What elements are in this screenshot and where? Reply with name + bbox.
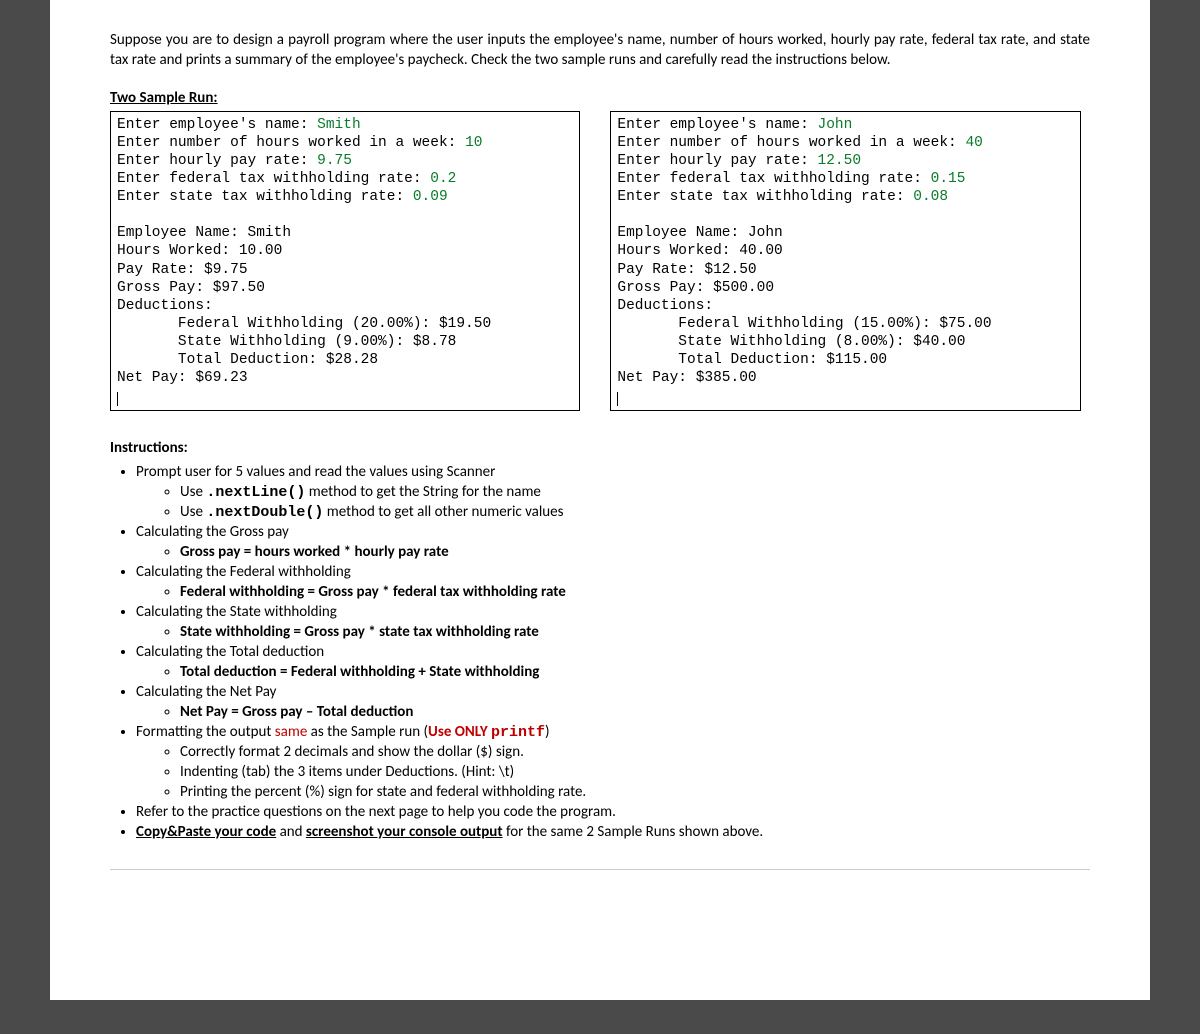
output-line: Total Deduction: $115.00 <box>617 352 887 368</box>
prompt-text: Enter state tax withholding rate: <box>617 189 913 205</box>
user-input: Smith <box>317 117 361 133</box>
document-page: Suppose you are to design a payroll prog… <box>50 0 1150 1000</box>
output-line: Employee Name: Smith <box>117 225 291 241</box>
formula-text: Federal withholding = Gross pay * federa… <box>180 583 566 601</box>
instruction-text: Printing the percent (%) sign for state … <box>180 783 586 801</box>
emphasis-text: screenshot your console output <box>306 823 503 841</box>
formula-text: Gross pay = hours worked * hourly pay ra… <box>180 543 449 561</box>
formula-text: Net Pay = Gross pay – Total deduction <box>180 703 413 721</box>
prompt-text: Enter employee's name: <box>117 117 317 133</box>
user-input: John <box>818 117 853 133</box>
instruction-text: Calculating the Net Pay <box>136 683 276 701</box>
user-input: 9.75 <box>317 153 352 169</box>
output-line: Net Pay: $69.23 <box>117 370 248 386</box>
user-input: 40 <box>965 135 982 151</box>
cursor-icon <box>117 392 118 406</box>
list-item: Printing the percent (%) sign for state … <box>180 783 1090 801</box>
formula-text: Total deduction = Federal withholding + … <box>180 663 539 681</box>
sample-run-left: Enter employee's name: Smith Enter numbe… <box>110 111 580 411</box>
instruction-text: Prompt user for 5 values and read the va… <box>136 463 495 481</box>
list-item: Refer to the practice questions on the n… <box>136 803 1090 821</box>
output-line: State Withholding (8.00%): $40.00 <box>617 334 965 350</box>
list-item: Formatting the output same as the Sample… <box>136 723 1090 801</box>
instructions-list: Prompt user for 5 values and read the va… <box>110 463 1090 841</box>
prompt-text: Enter hourly pay rate: <box>617 153 817 169</box>
code-text: printf <box>491 724 545 741</box>
sample-run-right: Enter employee's name: John Enter number… <box>610 111 1080 411</box>
prompt-text: Enter number of hours worked in a week: <box>617 135 965 151</box>
prompt-text: Enter federal tax withholding rate: <box>117 171 430 187</box>
output-line: Deductions: <box>117 298 213 314</box>
code-text: .nextDouble() <box>206 504 323 521</box>
instruction-text: Calculating the Federal withholding <box>136 563 351 581</box>
instruction-text: Correctly format 2 decimals and show the… <box>180 743 524 761</box>
list-item: Calculating the Net Pay Net Pay = Gross … <box>136 683 1090 721</box>
emphasis-text: Copy&Paste your code <box>136 823 276 841</box>
instruction-text: as the Sample run ( <box>307 723 428 741</box>
instruction-text: and <box>276 823 306 841</box>
prompt-text: Enter federal tax withholding rate: <box>617 171 930 187</box>
list-item: Federal withholding = Gross pay * federa… <box>180 583 1090 601</box>
list-item: Net Pay = Gross pay – Total deduction <box>180 703 1090 721</box>
code-text: .nextLine() <box>206 484 305 501</box>
list-item: Calculating the Total deduction Total de… <box>136 643 1090 681</box>
list-item: Gross pay = hours worked * hourly pay ra… <box>180 543 1090 561</box>
instruction-text: Calculating the State withholding <box>136 603 337 621</box>
output-line: Deductions: <box>617 298 713 314</box>
instruction-text: Formatting the output <box>136 723 275 741</box>
instruction-text: Calculating the Gross pay <box>136 523 289 541</box>
user-input: 10 <box>465 135 482 151</box>
user-input: 0.2 <box>430 171 456 187</box>
output-line: Net Pay: $385.00 <box>617 370 756 386</box>
cursor-icon <box>617 392 618 406</box>
prompt-text: Enter employee's name: <box>617 117 817 133</box>
list-item: State withholding = Gross pay * state ta… <box>180 623 1090 641</box>
instruction-text: ) <box>545 723 550 741</box>
user-input: 0.08 <box>913 189 948 205</box>
instruction-text: Use <box>180 503 206 521</box>
instruction-text: Refer to the practice questions on the n… <box>136 803 616 821</box>
list-item: Prompt user for 5 values and read the va… <box>136 463 1090 521</box>
output-line: Employee Name: John <box>617 225 782 241</box>
prompt-text: Enter number of hours worked in a week: <box>117 135 465 151</box>
output-line: State Withholding (9.00%): $8.78 <box>117 334 456 350</box>
user-input: 12.50 <box>818 153 862 169</box>
intro-paragraph: Suppose you are to design a payroll prog… <box>110 30 1090 71</box>
list-item: Calculating the State withholding State … <box>136 603 1090 641</box>
prompt-text: Enter hourly pay rate: <box>117 153 317 169</box>
list-item: Use .nextLine() method to get the String… <box>180 483 1090 501</box>
user-input: 0.15 <box>931 171 966 187</box>
formula-text: State withholding = Gross pay * state ta… <box>180 623 539 641</box>
output-line: Pay Rate: $12.50 <box>617 262 756 278</box>
highlight-text: Use ONLY <box>428 723 491 741</box>
output-line: Federal Withholding (15.00%): $75.00 <box>617 316 991 332</box>
list-item: Calculating the Federal withholding Fede… <box>136 563 1090 601</box>
output-line: Hours Worked: 10.00 <box>117 243 282 259</box>
instruction-text: Calculating the Total deduction <box>136 643 324 661</box>
list-item: Correctly format 2 decimals and show the… <box>180 743 1090 761</box>
sample-run-heading: Two Sample Run <box>110 89 1090 107</box>
instruction-text: Use <box>180 483 206 501</box>
instruction-text: for the same 2 Sample Runs shown above. <box>503 823 764 841</box>
sample-runs-row: Enter employee's name: Smith Enter numbe… <box>110 111 1090 411</box>
prompt-text: Enter state tax withholding rate: <box>117 189 413 205</box>
output-line: Total Deduction: $28.28 <box>117 352 378 368</box>
output-line: Pay Rate: $9.75 <box>117 262 248 278</box>
instruction-text: method to get the String for the name <box>305 483 541 501</box>
instruction-text: Indenting (tab) the 3 items under Deduct… <box>180 763 514 781</box>
instructions-heading: Instructions: <box>110 439 1090 457</box>
output-line: Federal Withholding (20.00%): $19.50 <box>117 316 491 332</box>
list-item: Total deduction = Federal withholding + … <box>180 663 1090 681</box>
instruction-text: method to get all other numeric values <box>323 503 563 521</box>
list-item: Copy&Paste your code and screenshot your… <box>136 823 1090 841</box>
list-item: Indenting (tab) the 3 items under Deduct… <box>180 763 1090 781</box>
user-input: 0.09 <box>413 189 448 205</box>
list-item: Use .nextDouble() method to get all othe… <box>180 503 1090 521</box>
divider <box>110 869 1090 870</box>
highlight-text: same <box>275 723 308 741</box>
output-line: Gross Pay: $97.50 <box>117 280 265 296</box>
output-line: Gross Pay: $500.00 <box>617 280 774 296</box>
output-line: Hours Worked: 40.00 <box>617 243 782 259</box>
list-item: Calculating the Gross pay Gross pay = ho… <box>136 523 1090 561</box>
